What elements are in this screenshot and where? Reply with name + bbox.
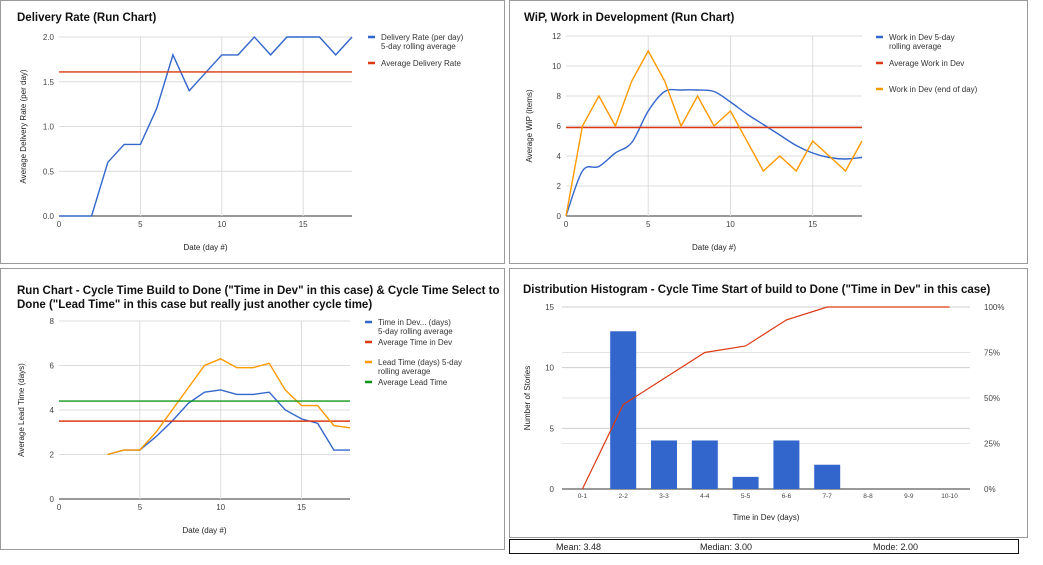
legend-label: Lead Time (days) 5-day bbox=[378, 358, 462, 367]
x-axis-label: Time in Dev (days) bbox=[733, 513, 800, 522]
y-tick-label: 0 bbox=[550, 485, 555, 494]
series-work-in-dev-end-of-day-line bbox=[565, 49, 863, 217]
y-tick-label: 1.5 bbox=[43, 78, 55, 87]
wip-chart: 0 2 4 6 8 10 12 0 5 10 15 Date (day #) Average WiP (… bbox=[525, 32, 978, 252]
delivery-rate-chart-panel: Delivery Rate (Run Chart) 0.0 0.5 1.0 1.5 2.… bbox=[0, 0, 505, 264]
y-tick-label: 4 bbox=[50, 406, 55, 415]
y-tick-label: 8 bbox=[557, 92, 562, 101]
cycle-time-histogram: 0% 25% 50% 75% 100% 0 5 10 15 0-1 2-2 3-3 4-4 5-5 6-6 7… bbox=[523, 303, 1004, 522]
y-axis-label: Number of Stories bbox=[523, 366, 532, 430]
y-tick-label: 15 bbox=[545, 303, 554, 312]
x-tick-label: 5 bbox=[138, 503, 143, 512]
legend-label: 5-day rolling average bbox=[381, 42, 456, 51]
y-tick-label: 2 bbox=[557, 182, 562, 191]
legend-label: Work in Dev (end of day) bbox=[889, 85, 978, 94]
legend-label: Average Work in Dev bbox=[889, 59, 964, 68]
bar-7-7 bbox=[814, 464, 841, 489]
y2-tick-label: 50% bbox=[984, 394, 1000, 403]
x-tick-label: 6-6 bbox=[782, 493, 792, 500]
y2-tick-label: 100% bbox=[984, 303, 1004, 312]
x-tick-label: 5 bbox=[646, 220, 651, 229]
x-tick-label: 5-5 bbox=[741, 493, 751, 500]
y2-tick-label: 25% bbox=[984, 440, 1000, 449]
chart-title: WiP, Work in Development (Run Chart) bbox=[524, 12, 735, 24]
y-tick-label: 4 bbox=[557, 152, 562, 161]
y-axis-label: Average WiP (items) bbox=[525, 89, 534, 162]
cycle-time-run-chart: 0 2 4 6 8 0 5 10 15 Date (day #) Average Lead Time… bbox=[17, 317, 462, 535]
chart-title: Distribution Histogram - Cycle Time Star… bbox=[523, 284, 991, 296]
stat-median: Median: 3.00 bbox=[700, 542, 753, 552]
chart-title: Run Chart - Cycle Time Build to Done ("T… bbox=[17, 284, 500, 312]
legend-label: Delivery Rate (per day) bbox=[381, 33, 464, 42]
x-tick-label: 15 bbox=[297, 503, 306, 512]
y-axis-label: Average Delivery Rate (per day) bbox=[19, 69, 28, 183]
bar-5-5 bbox=[732, 476, 759, 489]
y-tick-label: 10 bbox=[545, 364, 554, 373]
series-delivery-rate-per-day-5-day-rolling-average-line bbox=[59, 35, 353, 217]
series-work-in-dev-5-day-rolling-average-line bbox=[565, 88, 863, 217]
bar-3-3 bbox=[651, 440, 677, 489]
cycle-time-run-chart-panel: Run Chart - Cycle Time Build to Done ("T… bbox=[0, 268, 505, 550]
wip-chart-panel: WiP, Work in Development (Run Chart) 0 2 4… bbox=[509, 0, 1028, 264]
histogram-stats-bar: Mean: 3.48 Median: 3.00 Mode: 2.00 bbox=[509, 539, 1019, 554]
y-axis-label: Average Lead Time (days) bbox=[17, 363, 26, 457]
legend-label: 5-day rolling average bbox=[378, 327, 453, 336]
y-tick-label: 12 bbox=[552, 32, 561, 41]
x-tick-label: 10 bbox=[217, 220, 226, 229]
y-tick-label: 0.5 bbox=[43, 167, 55, 176]
x-tick-label: 0 bbox=[57, 503, 62, 512]
cumulative-percent-line bbox=[581, 306, 950, 490]
y-tick-label: 6 bbox=[557, 122, 562, 131]
x-axis-label: Date (day #) bbox=[692, 243, 736, 252]
stat-mean: Mean: 3.48 bbox=[556, 542, 602, 552]
y-tick-label: 0.0 bbox=[43, 212, 55, 221]
x-tick-label: 0-1 bbox=[578, 493, 588, 500]
y-tick-label: 8 bbox=[50, 317, 55, 326]
x-tick-label: 10-10 bbox=[941, 493, 958, 500]
y-tick-label: 0 bbox=[557, 212, 562, 221]
legend-label: Average Delivery Rate bbox=[381, 59, 461, 68]
y-tick-label: 1.0 bbox=[43, 123, 55, 132]
stat-mode: Mode: 2.00 bbox=[873, 542, 919, 552]
legend-label: rolling average bbox=[889, 42, 942, 51]
y2-tick-label: 0% bbox=[984, 485, 996, 494]
legend-label: Average Time in Dev bbox=[378, 338, 452, 347]
x-tick-label: 15 bbox=[299, 220, 308, 229]
histogram-panel: Distribution Histogram - Cycle Time Star… bbox=[509, 268, 1028, 538]
y-tick-label: 6 bbox=[50, 362, 55, 371]
bar-4-4 bbox=[691, 440, 718, 489]
x-tick-label: 8-8 bbox=[863, 493, 873, 500]
x-tick-label: 0 bbox=[564, 220, 569, 229]
x-tick-label: 10 bbox=[216, 503, 225, 512]
x-axis-label: Date (day #) bbox=[183, 243, 227, 252]
chart-title-line-1: Run Chart - Cycle Time Build to Done ("T… bbox=[17, 285, 500, 297]
x-axis-label: Date (day #) bbox=[182, 526, 226, 535]
x-tick-label: 10 bbox=[726, 220, 735, 229]
x-tick-label: 4-4 bbox=[700, 493, 710, 500]
y2-tick-label: 75% bbox=[984, 349, 1000, 358]
y-tick-label: 0 bbox=[50, 495, 55, 504]
legend-label: Average Lead Time bbox=[378, 378, 448, 387]
y-tick-label: 2.0 bbox=[43, 33, 55, 42]
y-tick-label: 5 bbox=[550, 424, 555, 433]
x-tick-label: 15 bbox=[808, 220, 817, 229]
chart-title-line-2: Done ("Lead Time" in this case but reall… bbox=[17, 299, 373, 311]
x-tick-label: 7-7 bbox=[822, 493, 832, 500]
bar-2-2 bbox=[610, 331, 637, 489]
y-tick-label: 2 bbox=[50, 451, 55, 460]
x-tick-label: 5 bbox=[138, 220, 143, 229]
x-tick-label: 9-9 bbox=[904, 493, 914, 500]
legend-label: Time in Dev... (days) bbox=[378, 318, 451, 327]
x-tick-label: 0 bbox=[57, 220, 62, 229]
x-tick-label: 3-3 bbox=[659, 493, 669, 500]
series-lead-time-days-5-day-rolling-average-line bbox=[107, 358, 351, 456]
legend-label: Work in Dev 5-day bbox=[889, 33, 955, 42]
legend-label: rolling average bbox=[378, 367, 431, 376]
bar-6-6 bbox=[773, 440, 800, 489]
chart-title: Delivery Rate (Run Chart) bbox=[17, 12, 157, 24]
delivery-rate-chart: 0.0 0.5 1.0 1.5 2.0 0 5 10 15 Date (day #) Average… bbox=[19, 33, 464, 252]
y-tick-label: 10 bbox=[552, 62, 561, 71]
x-tick-label: 2-2 bbox=[618, 493, 628, 500]
